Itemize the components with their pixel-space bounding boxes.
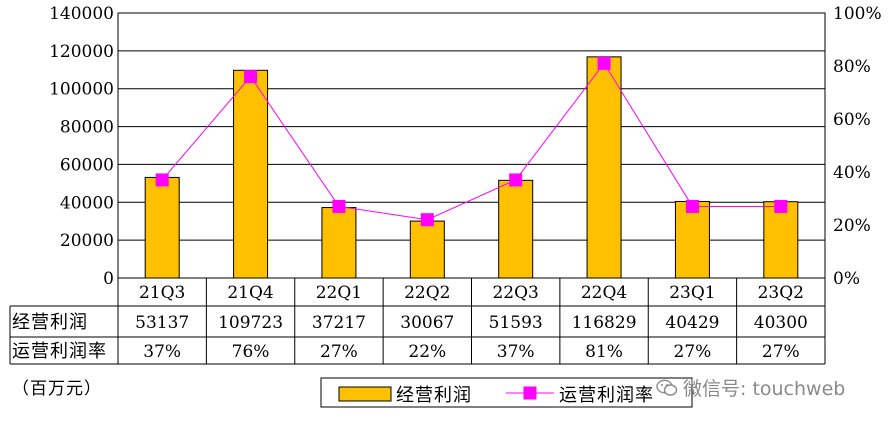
bar-series	[144, 56, 799, 279]
table-cell: 22%	[408, 342, 446, 362]
x-tick-label: 23Q2	[758, 283, 804, 303]
plot-border	[117, 12, 826, 279]
line-marker-22Q1	[332, 199, 346, 213]
y2-tick-label: 100%	[833, 4, 882, 24]
bar-22Q2	[409, 220, 445, 279]
left-axis-ticks: 0 20000 40000 60000 80000 100000 120000 140000	[49, 4, 114, 289]
legend-line-label: 运营利润率	[559, 385, 654, 406]
line-marker-22Q4	[597, 56, 611, 70]
table-cell: 37%	[497, 342, 535, 362]
bar-22Q1	[321, 207, 357, 279]
table-row-label: 运营利润率	[12, 341, 107, 362]
table-cell: 109723	[218, 313, 283, 333]
right-axis-ticks: 0% 20% 40% 60% 80% 100%	[833, 4, 882, 289]
line-marker-22Q3	[509, 173, 523, 187]
table-cell: 30067	[400, 313, 454, 333]
x-tick-label: 22Q3	[492, 283, 538, 303]
y-tick-label: 20000	[60, 231, 114, 251]
line-marker-23Q1	[685, 199, 699, 213]
y2-tick-label: 80%	[833, 57, 871, 77]
bar-22Q3	[498, 179, 534, 279]
line-marker-23Q2	[774, 199, 788, 213]
legend: 经营利润 运营利润率	[320, 377, 693, 408]
x-tick-label: 22Q1	[316, 283, 362, 303]
watermark: 微信号: touchweb	[656, 374, 845, 401]
line-series	[155, 56, 788, 227]
table-cell: 40429	[665, 313, 719, 333]
bar-21Q3	[144, 176, 180, 279]
y2-tick-label: 0%	[833, 269, 860, 289]
bar-23Q1	[674, 200, 710, 279]
data-table: 21Q3 21Q4 22Q1 22Q2 22Q3 22Q4 23Q1 23Q2 经营利润 5313…	[9, 278, 826, 365]
bar-23Q2	[763, 201, 799, 279]
y-tick-label: 140000	[49, 4, 114, 24]
x-tick-label: 21Q4	[227, 283, 273, 303]
table-cell: 27%	[762, 342, 800, 362]
table-cell: 27%	[674, 342, 712, 362]
y2-tick-label: 40%	[833, 163, 871, 183]
table-cell: 51593	[489, 313, 543, 333]
y2-tick-label: 20%	[833, 216, 871, 236]
bar-22Q4	[586, 56, 622, 279]
table-row-label: 经营利润	[12, 312, 88, 333]
y-tick-label: 0	[103, 269, 114, 289]
bar-21Q4	[233, 69, 269, 279]
line-marker-22Q2	[420, 213, 434, 227]
x-tick-label: 21Q3	[139, 283, 185, 303]
y-tick-label: 100000	[49, 80, 114, 100]
table-cell: 37217	[312, 313, 366, 333]
line-marker-21Q3	[155, 173, 169, 187]
y-tick-label: 60000	[60, 155, 114, 175]
table-cell: 40300	[754, 313, 808, 333]
line-path	[161, 62, 781, 221]
unit-label: （百万元）	[12, 379, 102, 399]
legend-bar-swatch	[338, 386, 392, 402]
line-marker-21Q4	[244, 70, 258, 84]
legend-bar-label: 经营利润	[396, 385, 472, 406]
gridlines	[118, 50, 825, 241]
table-cell: 116829	[572, 313, 637, 333]
x-tick-label: 23Q1	[669, 283, 715, 303]
table-cell: 27%	[320, 342, 358, 362]
y-tick-label: 80000	[60, 118, 114, 138]
plot-frame	[117, 12, 826, 279]
watermark-text: 微信号: touchweb	[683, 378, 846, 400]
x-tick-label: 22Q2	[404, 283, 450, 303]
legend-line-marker	[523, 386, 537, 400]
table-cell: 37%	[143, 342, 181, 362]
y-tick-label: 40000	[60, 193, 114, 213]
x-tick-label: 22Q4	[581, 283, 627, 303]
table-cell: 81%	[585, 342, 623, 362]
y2-tick-label: 60%	[833, 110, 871, 130]
y-tick-label: 120000	[49, 42, 114, 62]
wechat-icon	[656, 379, 678, 396]
table-cell: 53137	[135, 313, 189, 333]
table-cell: 76%	[232, 342, 270, 362]
